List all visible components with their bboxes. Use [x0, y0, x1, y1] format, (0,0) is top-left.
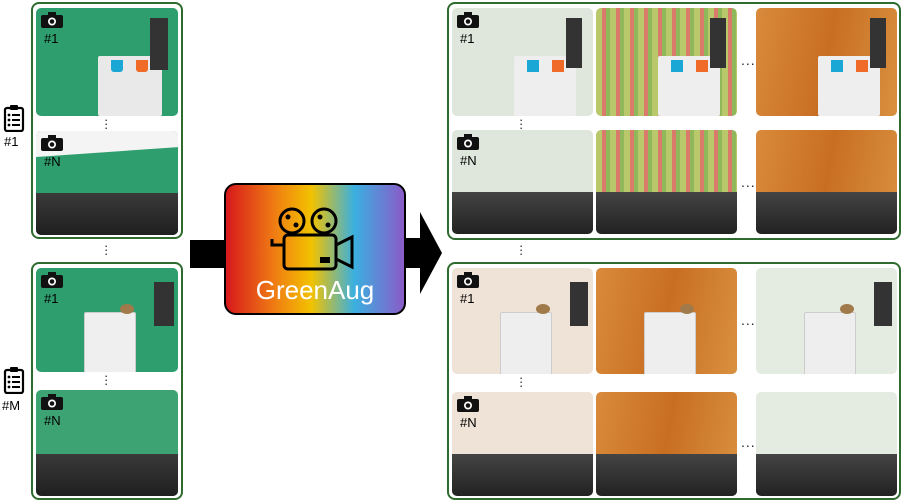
camera-icon	[41, 12, 63, 28]
arrow-shaft-left	[190, 240, 226, 268]
robot-gripper	[874, 282, 892, 326]
teapot	[536, 304, 550, 314]
robot-rail	[452, 454, 593, 496]
augmented-view: #1	[452, 8, 593, 116]
horizontal-ellipsis: ...	[741, 52, 756, 68]
camera-view: #1	[36, 268, 178, 372]
white-drawer	[804, 312, 856, 374]
output-group-1: #1 ... · · · #N ...	[447, 2, 901, 240]
camera-label: #1	[460, 31, 475, 46]
augmented-view	[596, 392, 737, 496]
camera-label: #N	[44, 413, 61, 428]
camera-icon	[41, 272, 63, 288]
orange-cup	[856, 60, 868, 72]
robot-gripper	[150, 18, 168, 70]
clipboard-icon	[3, 366, 25, 395]
augmented-view: #N	[452, 130, 593, 234]
augmented-view	[756, 268, 897, 374]
robot-rail	[452, 192, 593, 234]
greenaug-block: GreenAug	[224, 183, 406, 315]
camera-icon	[457, 396, 479, 412]
horizontal-ellipsis: ...	[741, 174, 756, 190]
white-cabinet	[658, 56, 720, 116]
robot-rail	[756, 454, 897, 496]
augmented-view	[596, 268, 737, 374]
clipboard-icon	[3, 104, 25, 133]
white-cabinet	[818, 56, 880, 116]
camera-icon	[41, 394, 63, 410]
blue-cup	[527, 60, 539, 72]
augmented-view	[596, 130, 737, 234]
white-drawer	[644, 312, 696, 374]
camera-label: #N	[44, 154, 61, 169]
camera-view: #N	[36, 131, 178, 235]
robot-gripper	[870, 18, 886, 68]
vertical-ellipsis: · · ·	[104, 112, 109, 135]
teapot	[840, 304, 854, 314]
robot-rail	[36, 193, 178, 235]
vertical-ellipsis: · · ·	[519, 112, 524, 135]
camera-icon	[41, 135, 63, 151]
vertical-ellipsis: · · ·	[519, 238, 524, 261]
arrow-head	[420, 212, 442, 294]
robot-rail	[36, 453, 178, 496]
orange-cup	[552, 60, 564, 72]
white-cabinet	[514, 56, 576, 116]
augmented-view: #N	[452, 392, 593, 496]
augmented-view: #1	[452, 268, 593, 374]
camera-label: #N	[460, 153, 477, 168]
robot-rail	[596, 454, 737, 496]
blue-cup	[111, 60, 123, 72]
augmented-view	[756, 8, 897, 116]
teapot	[680, 304, 694, 314]
camera-view: #1	[36, 8, 178, 116]
vertical-ellipsis: · · ·	[519, 370, 524, 393]
augmented-view	[596, 8, 737, 116]
orange-cup	[136, 60, 148, 72]
camera-label: #1	[44, 291, 59, 306]
robot-gripper	[710, 18, 726, 68]
orange-cup	[696, 60, 708, 72]
augmented-view	[756, 392, 897, 496]
vertical-ellipsis: · · ·	[104, 238, 109, 261]
camera-view: #N	[36, 390, 178, 496]
robot-rail	[756, 192, 897, 234]
camera-label: #1	[460, 291, 475, 306]
camera-icon	[457, 12, 479, 28]
input-group-1: #1 · · · #N	[31, 2, 183, 239]
movie-camera-icon	[268, 205, 364, 277]
white-drawer	[84, 312, 136, 372]
horizontal-ellipsis: ...	[741, 434, 756, 450]
camera-label: #1	[44, 31, 59, 46]
camera-icon	[457, 272, 479, 288]
teapot	[120, 304, 134, 314]
horizontal-ellipsis: ...	[741, 312, 756, 328]
clip-label: #M	[2, 398, 21, 413]
arrow-shaft-right	[404, 238, 422, 268]
blue-cup	[831, 60, 843, 72]
input-group-M: #1 · · · #N	[31, 262, 183, 500]
robot-gripper	[570, 282, 588, 326]
camera-label: #N	[460, 415, 477, 430]
clip-label: #1	[4, 134, 19, 149]
robot-rail	[596, 192, 737, 234]
augmented-view	[756, 130, 897, 234]
camera-icon	[457, 134, 479, 150]
output-group-2: #1 ... · · · #N ...	[447, 262, 901, 500]
white-drawer	[500, 312, 552, 374]
greenaug-label: GreenAug	[255, 275, 375, 305]
robot-gripper	[566, 18, 582, 68]
vertical-ellipsis: · · ·	[104, 368, 109, 391]
blue-cup	[671, 60, 683, 72]
robot-gripper	[154, 282, 174, 326]
